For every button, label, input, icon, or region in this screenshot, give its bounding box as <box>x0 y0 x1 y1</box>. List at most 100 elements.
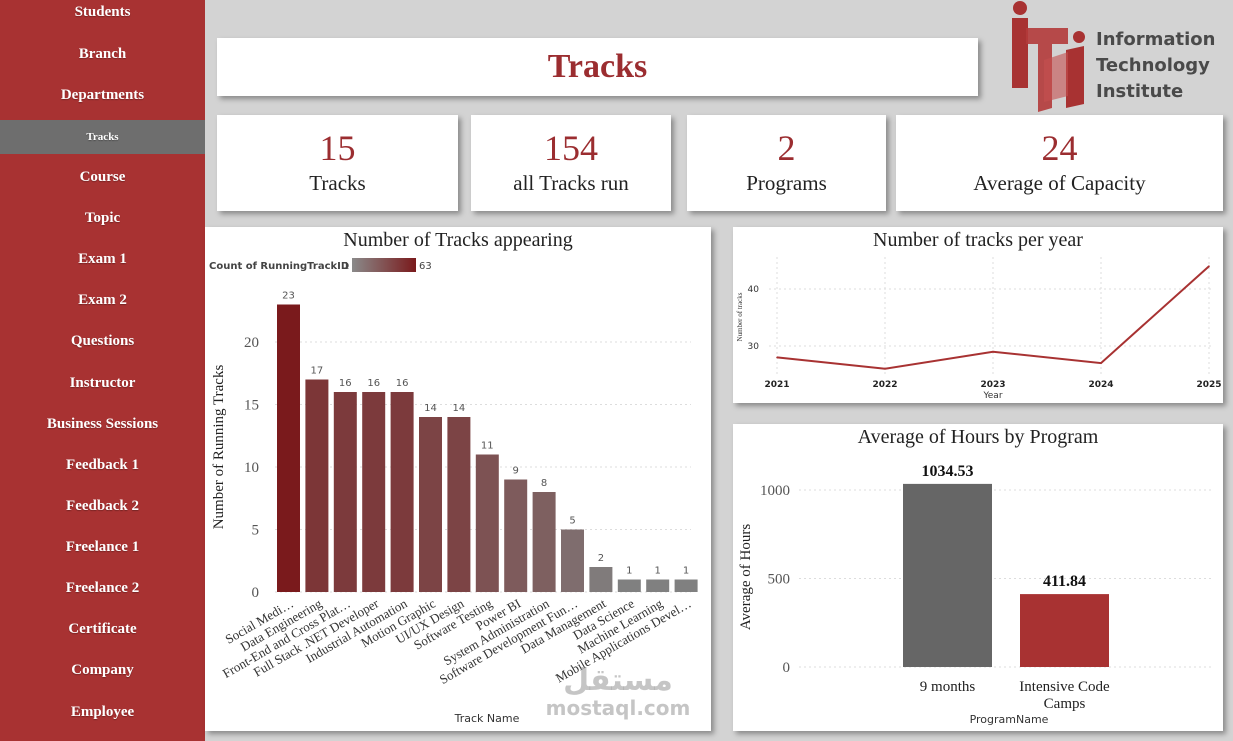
y-tick-label: 0 <box>783 660 791 676</box>
tracks-appearing-chart: Number of Tracks appearing Count of Runn… <box>205 227 711 731</box>
bar <box>305 379 329 592</box>
bar-data-label: 1034.53 <box>922 463 974 480</box>
sidebar: Students Branch Departments Tracks Course Top… <box>0 0 205 741</box>
data-point <box>884 368 886 370</box>
bar <box>617 579 641 592</box>
y-tick-label: 500 <box>768 572 791 588</box>
sidebar-item-freelance-1[interactable]: Freelance 1 <box>65 538 140 555</box>
sidebar-item-company[interactable]: Company <box>71 661 134 678</box>
bar-data-label: 16 <box>367 378 380 389</box>
kpi-card-tracks-run: 154 all Tracks run <box>471 115 671 211</box>
bar <box>903 483 992 667</box>
legend-max: 63 <box>419 261 432 272</box>
bar-data-label: 14 <box>424 403 437 414</box>
x-axis-label: Year <box>982 391 1002 401</box>
kpi-card-tracks: 15 Tracks <box>217 115 458 211</box>
legend-gradient <box>352 258 416 272</box>
bar <box>561 529 584 592</box>
sidebar-item-topic[interactable]: Topic <box>84 209 121 226</box>
watermark: مستقل mostaql.com <box>538 663 698 720</box>
kpi-label: all Tracks run <box>513 171 629 195</box>
bar-data-label: 1 <box>683 566 689 577</box>
x-tick-label: 2022 <box>872 380 897 390</box>
x-tick-label: 2023 <box>980 380 1005 390</box>
bar-data-label: 1 <box>655 566 661 577</box>
bar <box>674 579 698 592</box>
bar-data-label: 1 <box>626 566 632 577</box>
logo-line-3: Institute <box>1096 81 1184 102</box>
bar <box>1020 594 1109 667</box>
sidebar-item-business-sessions[interactable]: Business Sessions <box>46 415 159 432</box>
legend-min: 1 <box>343 261 349 272</box>
y-tick-label: 0 <box>252 585 260 601</box>
bar-data-label: 8 <box>541 478 547 489</box>
x-axis-label: Track Name <box>454 712 520 725</box>
sidebar-item-feedback-2[interactable]: Feedback 2 <box>66 497 139 514</box>
sidebar-item-exam-1[interactable]: Exam 1 <box>78 250 127 267</box>
bar-data-label: 17 <box>311 366 324 377</box>
logo-line-2: Technology <box>1096 55 1210 76</box>
sidebar-item-feedback-1[interactable]: Feedback 1 <box>66 456 139 473</box>
tracks-per-year-svg: 30 40 Number of tracks 2021 2022 2023 2024 2025… <box>736 257 1222 401</box>
watermark-latin: mostaql.com <box>545 696 691 720</box>
sidebar-item-freelance-2[interactable]: Freelance 2 <box>65 579 140 596</box>
bar <box>589 567 613 592</box>
bar-data-label: 16 <box>396 378 409 389</box>
page-title-card: Tracks <box>217 38 978 96</box>
bar-data-label: 9 <box>513 466 519 477</box>
data-point <box>776 356 778 359</box>
data-point <box>1208 265 1210 267</box>
data-point <box>1100 362 1102 364</box>
bar <box>504 479 528 592</box>
bar <box>475 454 499 592</box>
bar <box>362 392 386 592</box>
bar-data-label: 14 <box>453 403 466 414</box>
sidebar-item-certificate[interactable]: Certificate <box>68 620 137 637</box>
y-tick-label: 5 <box>252 523 260 539</box>
y-tick-label: 15 <box>244 398 259 414</box>
bar <box>277 304 300 592</box>
page-title: Tracks <box>547 48 648 85</box>
x-tick-label: 2025 <box>1196 380 1221 390</box>
y-axis-label: Number of Running Tracks <box>211 365 227 530</box>
watermark-arabic: مستقل <box>563 663 673 698</box>
sidebar-item-tracks[interactable]: Tracks <box>0 120 205 154</box>
y-tick-label: 1000 <box>760 483 790 499</box>
bar-data-label: 5 <box>569 516 575 527</box>
sidebar-item-branch[interactable]: Branch <box>78 45 127 62</box>
x-tick-label: Intensive Code Camps <box>1019 679 1110 712</box>
chart-title: Average of Hours by Program <box>857 426 1099 448</box>
bar-data-label: 2 <box>598 553 604 564</box>
kpi-label: Programs <box>746 171 827 195</box>
x-tick-label: 9 months <box>920 679 976 695</box>
sidebar-item-exam-2[interactable]: Exam 2 <box>78 291 127 308</box>
chart-title: Number of Tracks appearing <box>343 229 573 251</box>
kpi-label: Average of Capacity <box>973 171 1146 195</box>
legend-title: Count of RunningTrackID <box>209 261 349 272</box>
tracks-per-year-chart: Number of tracks per year 30 40 Number of … <box>733 227 1223 403</box>
data-point <box>992 350 994 353</box>
kpi-value: 24 <box>1041 128 1078 168</box>
x-axis-label: ProgramName <box>970 713 1049 726</box>
y-tick-label: 40 <box>748 285 760 295</box>
kpi-value: 154 <box>544 128 598 168</box>
sidebar-item-questions[interactable]: Questions <box>70 332 135 349</box>
y-tick-label: 30 <box>748 342 760 352</box>
bar-data-label: 23 <box>282 291 295 302</box>
sidebar-item-students[interactable]: Students <box>74 3 131 20</box>
sidebar-item-instructor[interactable]: Instructor <box>69 374 136 391</box>
y-tick-label: 10 <box>244 460 259 476</box>
logo-line-1: Information <box>1096 29 1216 50</box>
hours-by-program-chart: Average of Hours by Program 0 500 1000 Aver… <box>733 424 1223 731</box>
bar <box>419 417 442 592</box>
sidebar-item-departments[interactable]: Departments <box>60 86 145 103</box>
iti-logo-mark-icon <box>1012 1 1085 112</box>
kpi-card-programs: 2 Programs <box>687 115 886 211</box>
bar <box>447 417 471 592</box>
iti-logo: Information Technology Institute <box>1008 0 1223 112</box>
y-axis-label: Number of tracks <box>736 292 744 341</box>
sidebar-item-employee[interactable]: Employee <box>70 703 135 720</box>
sidebar-item-course[interactable]: Course <box>79 168 126 185</box>
kpi-value: 15 <box>319 128 356 168</box>
